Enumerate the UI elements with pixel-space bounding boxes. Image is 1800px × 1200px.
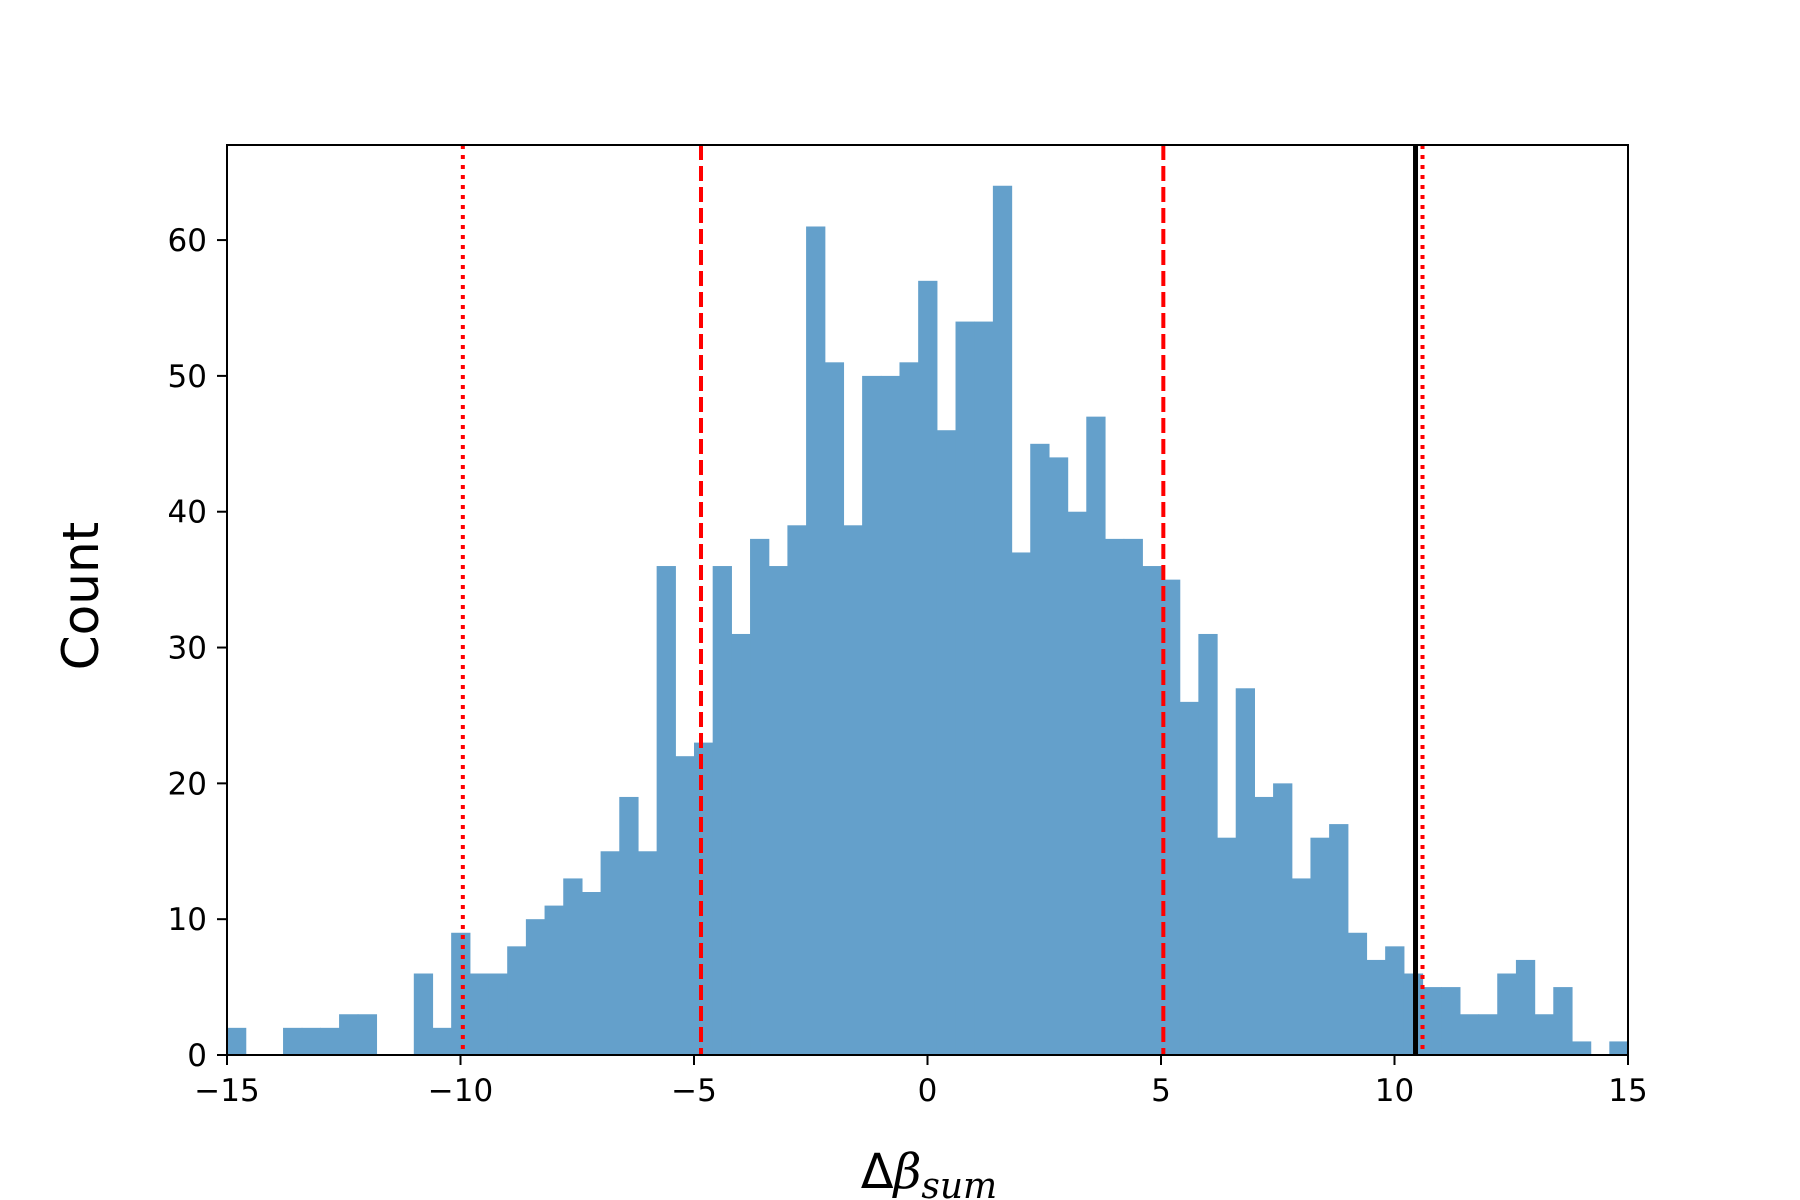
- x-tick-label: 15: [1608, 1073, 1647, 1109]
- x-tick-label: −15: [194, 1073, 259, 1109]
- histogram-bar: [1104, 538, 1125, 1055]
- histogram-bar: [451, 932, 471, 1055]
- x-tick-label: −10: [428, 1073, 493, 1109]
- histogram-bar: [1254, 796, 1274, 1055]
- histogram-bar: [918, 280, 938, 1055]
- histogram-bar: [283, 1027, 303, 1055]
- histogram-bar: [1030, 443, 1050, 1055]
- y-tick-label: 20: [168, 766, 207, 802]
- histogram-bar: [656, 566, 676, 1055]
- x-tick-label: −5: [671, 1073, 717, 1109]
- x-tick-label: 5: [1151, 1073, 1171, 1109]
- histogram-bar: [619, 796, 639, 1055]
- histogram-bar: [1459, 1014, 1480, 1055]
- x-axis-label-delta: Δ: [861, 1144, 894, 1200]
- histogram-bar: [1497, 973, 1517, 1055]
- y-tick-label: 40: [168, 495, 207, 531]
- y-tick-label: 50: [168, 359, 207, 395]
- histogram-bar: [787, 525, 807, 1055]
- histogram-bar: [507, 946, 527, 1055]
- histogram-bar: [1441, 987, 1461, 1055]
- histogram-bar: [1179, 701, 1199, 1055]
- histogram-bar: [339, 1014, 359, 1055]
- histogram-bar: [1217, 837, 1237, 1055]
- histogram-bar: [1123, 538, 1143, 1055]
- x-tick-label: 0: [918, 1073, 938, 1109]
- histogram-bar: [750, 538, 770, 1055]
- histogram-bars: [227, 185, 1629, 1056]
- x-axis-label-subscript: sum: [921, 1166, 997, 1200]
- histogram-bar: [1329, 824, 1349, 1055]
- y-tick-label: 30: [168, 631, 207, 667]
- histogram-bar: [936, 430, 957, 1056]
- histogram-bar: [544, 905, 564, 1055]
- histogram-bar: [1291, 878, 1312, 1055]
- histogram-bar: [1235, 688, 1255, 1055]
- histogram-bar: [1198, 633, 1218, 1055]
- histogram-bar: [432, 1027, 452, 1055]
- histogram-bar: [357, 1014, 378, 1055]
- histogram-bar: [1515, 959, 1536, 1055]
- histogram-bar: [675, 756, 695, 1055]
- histogram-bar: [600, 851, 620, 1055]
- histogram-bar: [488, 973, 508, 1055]
- y-tick-label: 10: [168, 902, 207, 938]
- histogram-bar: [1385, 946, 1405, 1055]
- histogram-bar: [637, 851, 658, 1055]
- y-tick-label: 60: [168, 223, 207, 259]
- histogram-bar: [1609, 1041, 1629, 1055]
- y-axis-label: Count: [52, 522, 110, 671]
- histogram-bar: [1422, 987, 1442, 1055]
- x-axis-ticks: −15 −10 −5 0 5 10 15: [194, 1055, 1648, 1109]
- histogram-bar: [1534, 1014, 1554, 1055]
- x-tick-label: 10: [1375, 1073, 1414, 1109]
- histogram-bar: [862, 375, 882, 1055]
- histogram-bar: [1366, 959, 1386, 1055]
- histogram-bar: [1048, 457, 1069, 1055]
- histogram-bar: [1161, 579, 1181, 1055]
- histogram-bar: [1086, 416, 1106, 1055]
- histogram-bar: [1553, 987, 1573, 1055]
- histogram-bar: [1571, 1041, 1592, 1055]
- histogram-bar: [806, 226, 826, 1056]
- histogram-bar: [1310, 837, 1330, 1055]
- histogram-bar: [227, 1027, 247, 1055]
- histogram-bar: [301, 1027, 321, 1055]
- histogram-bar: [712, 566, 732, 1055]
- histogram-bar: [1142, 566, 1162, 1055]
- histogram-bar: [974, 321, 994, 1055]
- histogram-bar: [1011, 552, 1031, 1055]
- histogram-bar: [768, 566, 788, 1055]
- histogram-bar: [992, 185, 1013, 1055]
- histogram-bar: [824, 362, 845, 1055]
- histogram-bar: [469, 973, 490, 1055]
- x-axis-label: Δβsum: [861, 1144, 997, 1200]
- histogram-bar: [955, 321, 975, 1055]
- histogram-bar: [320, 1027, 340, 1055]
- histogram-bar: [525, 919, 546, 1055]
- histogram-bar: [1273, 783, 1293, 1055]
- histogram-bar: [880, 375, 901, 1055]
- histogram-bar: [1067, 511, 1087, 1056]
- histogram-bar: [1478, 1014, 1498, 1055]
- x-axis-label-beta: β: [892, 1144, 922, 1200]
- y-axis-ticks: 0 10 20 30 40 50 60: [168, 223, 227, 1074]
- histogram-bar: [1347, 932, 1368, 1055]
- histogram-bar: [843, 525, 863, 1055]
- histogram-bar: [413, 973, 434, 1055]
- histogram-bar: [694, 742, 714, 1055]
- y-tick-label: 0: [187, 1038, 207, 1074]
- histogram-bar: [563, 878, 583, 1055]
- histogram-bar: [581, 892, 602, 1055]
- reference-lines: [460, 145, 1425, 1055]
- histogram-bar: [899, 362, 919, 1055]
- histogram-bar: [731, 633, 751, 1055]
